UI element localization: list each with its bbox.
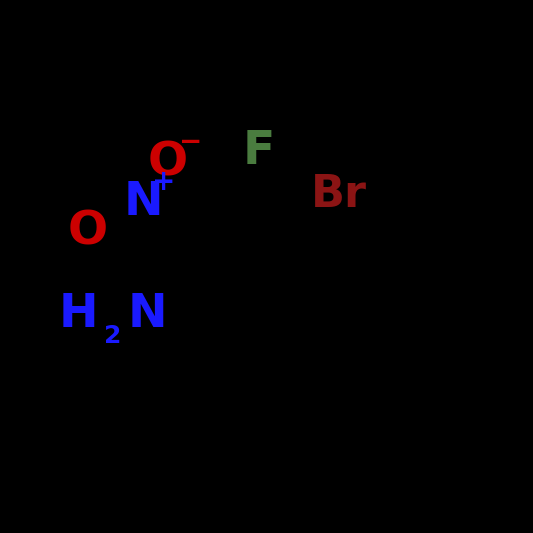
Text: N: N <box>124 180 164 225</box>
Text: H: H <box>59 292 99 337</box>
Text: O: O <box>148 140 188 185</box>
Text: O: O <box>68 209 108 254</box>
Text: N: N <box>128 292 167 337</box>
Text: +: + <box>152 168 176 196</box>
Text: F: F <box>243 130 274 174</box>
Text: −: − <box>179 128 202 156</box>
Text: Br: Br <box>310 173 367 216</box>
Text: 2: 2 <box>104 324 122 348</box>
